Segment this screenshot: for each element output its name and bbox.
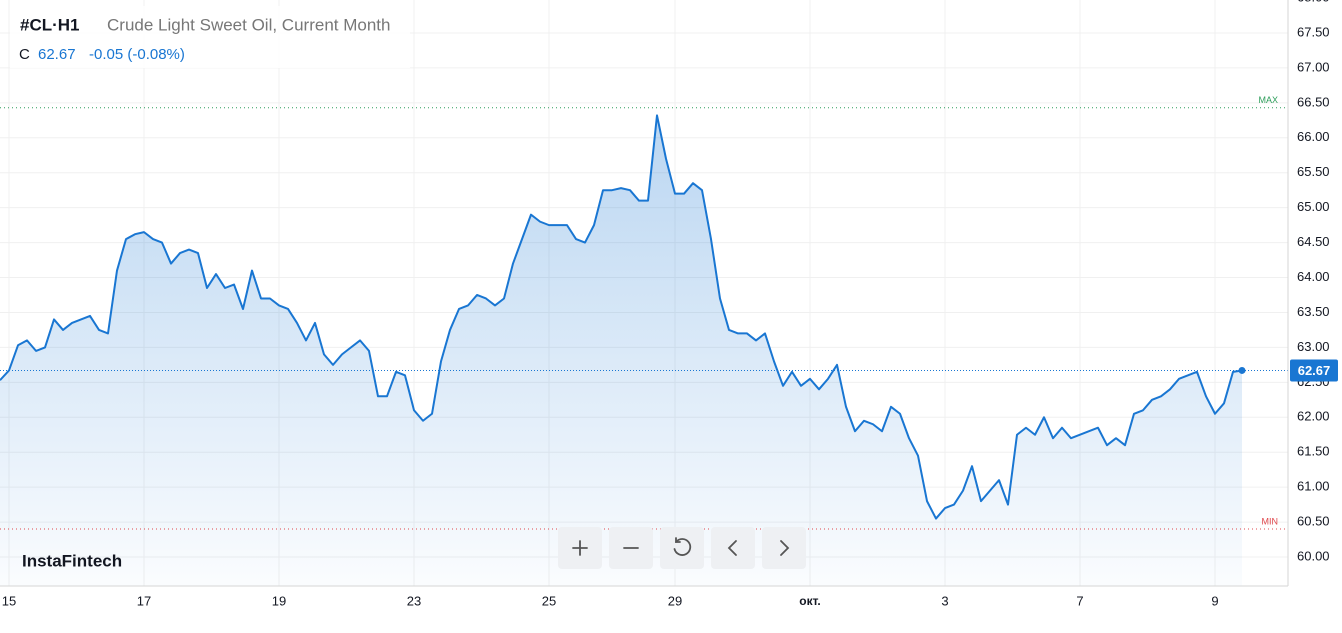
symbol: #CL·H1: [20, 15, 80, 34]
y-tick-label: 60.50: [1297, 514, 1330, 529]
y-tick-label: 65.00: [1297, 199, 1330, 214]
x-tick-label: 3: [941, 593, 948, 608]
reset-button[interactable]: [660, 527, 704, 569]
scroll-right-button[interactable]: [762, 527, 806, 569]
min-line-label: MIN: [1262, 516, 1279, 526]
price-tag-label: 62.67: [1298, 363, 1331, 378]
scroll-left-button[interactable]: [711, 527, 755, 569]
x-tick-label: 29: [668, 593, 682, 608]
y-tick-label: 67.50: [1297, 24, 1330, 39]
y-tick-label: 60.00: [1297, 548, 1330, 563]
y-tick-label: 66.50: [1297, 94, 1330, 109]
zoom-in-button[interactable]: [558, 527, 602, 569]
y-tick-label: 61.50: [1297, 444, 1330, 459]
last-point: [1238, 366, 1246, 374]
brand: InstaFintech: [22, 551, 122, 570]
x-tick-label: 19: [272, 593, 286, 608]
max-line-label: MAX: [1258, 95, 1278, 105]
x-tick-label: 17: [137, 593, 151, 608]
price-change: -0.05 (-0.08%): [89, 46, 185, 63]
y-tick-label: 66.00: [1297, 129, 1330, 144]
chart-title: Crude Light Sweet Oil, Current Month: [107, 15, 390, 34]
y-tick-label: 64.00: [1297, 269, 1330, 284]
price-tag: [1290, 359, 1338, 382]
y-tick-label: 65.50: [1297, 164, 1330, 179]
x-tick-label: 9: [1211, 593, 1218, 608]
x-tick-label: 15: [2, 593, 16, 608]
y-tick-label: 63.00: [1297, 339, 1330, 354]
price-prefix: C: [19, 46, 30, 63]
y-tick-label: 67.00: [1297, 59, 1330, 74]
legend-bg: [10, 6, 410, 68]
y-tick-label: 68.00: [1297, 0, 1330, 4]
x-tick-label: окт.: [799, 594, 821, 608]
last-price: 62.67: [38, 46, 76, 63]
y-tick-label: 64.50: [1297, 234, 1330, 249]
y-tick-label: 61.00: [1297, 479, 1330, 494]
y-tick-label: 62.00: [1297, 409, 1330, 424]
x-tick-label: 23: [407, 593, 421, 608]
price-line-path: [0, 114, 1243, 520]
zoom-out-button[interactable]: [609, 527, 653, 569]
x-tick-label: 7: [1076, 593, 1083, 608]
y-tick-label: 63.50: [1297, 304, 1330, 319]
x-tick-label: 25: [542, 593, 556, 608]
area-fill: [0, 115, 1242, 587]
